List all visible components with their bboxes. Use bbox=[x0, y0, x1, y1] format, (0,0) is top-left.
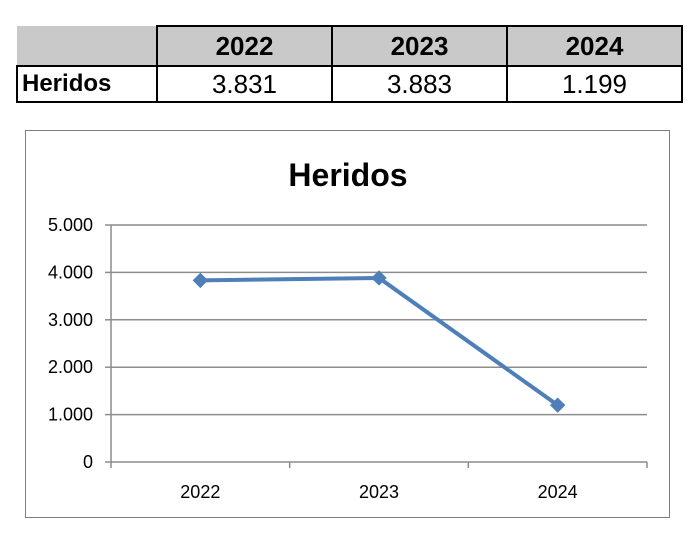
value-cell-2024: 1.199 bbox=[506, 65, 683, 103]
table-header-row: 2022 2023 2024 bbox=[17, 25, 683, 67]
y-tick-label: 5.000 bbox=[48, 215, 93, 235]
chart-container bbox=[25, 130, 670, 518]
y-tick-label: 0 bbox=[83, 452, 93, 472]
chart-title: Heridos bbox=[288, 157, 407, 193]
table-row: Heridos 3.831 3.883 1.199 bbox=[16, 65, 683, 103]
value-cell-2022: 3.831 bbox=[156, 65, 333, 103]
grid-lines bbox=[111, 224, 647, 416]
data-point-2023 bbox=[371, 270, 387, 286]
data-point-2022 bbox=[192, 272, 209, 289]
row-label-heridos: Heridos bbox=[16, 65, 158, 103]
data-table: 2022 2023 2024 Heridos 3.831 3.883 1.199 bbox=[16, 25, 683, 103]
series-heridos bbox=[192, 270, 566, 413]
y-tick-label: 3.000 bbox=[48, 310, 93, 330]
y-tick-label: 4.000 bbox=[48, 262, 93, 282]
x-tick-label-2024: 2024 bbox=[538, 482, 578, 502]
axes: 0 1.000 2.000 3.000 4.000 5.000 2022 2023 2024 bbox=[48, 215, 648, 502]
value-cell-2023: 3.883 bbox=[331, 65, 508, 103]
data-point-2024 bbox=[549, 397, 566, 413]
y-tick-label: 2.000 bbox=[48, 357, 93, 377]
x-tick-label-2022: 2022 bbox=[180, 482, 220, 502]
x-tick-label-2023: 2023 bbox=[359, 482, 399, 502]
year-header-2022: 2022 bbox=[156, 25, 333, 67]
table-corner-cell bbox=[17, 26, 157, 66]
y-tick-label: 1.000 bbox=[48, 405, 93, 425]
series-line bbox=[200, 275, 559, 407]
year-header-2023: 2023 bbox=[331, 25, 508, 67]
year-header-2024: 2024 bbox=[506, 25, 683, 67]
